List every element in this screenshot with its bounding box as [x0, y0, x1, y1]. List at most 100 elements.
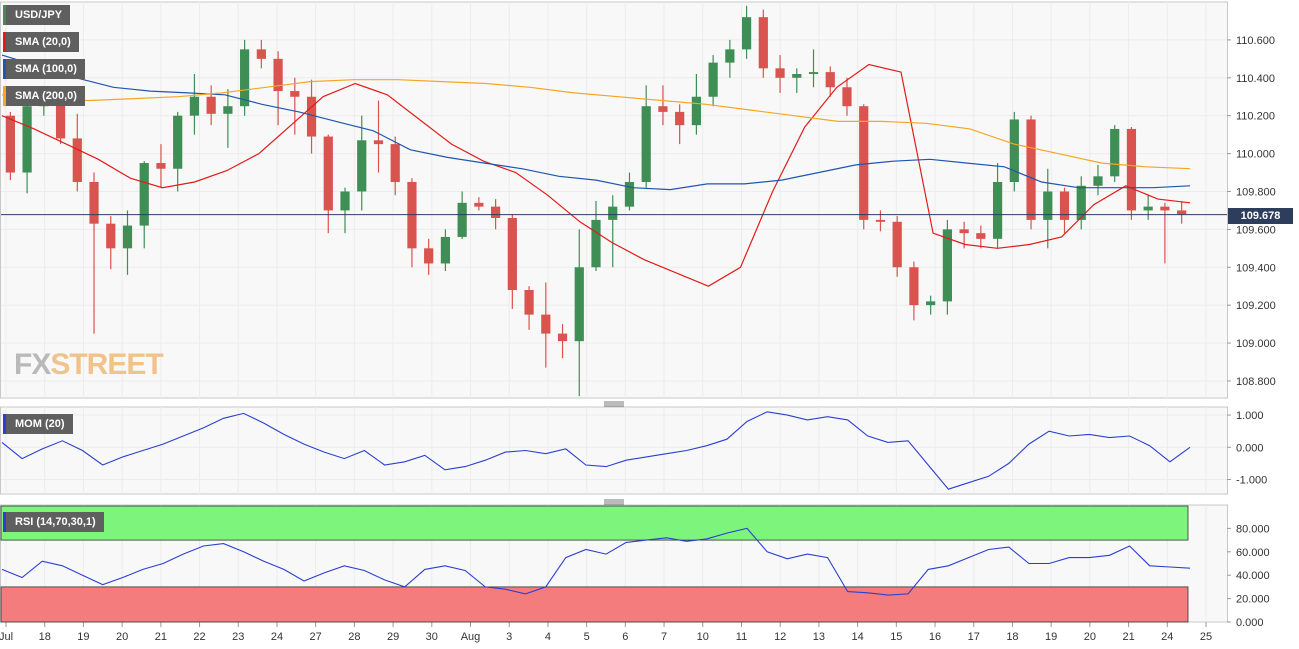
- candle-body: [440, 236, 451, 264]
- x-tick-label: 11: [736, 631, 747, 643]
- candle: [725, 39, 735, 78]
- candle-body: [775, 68, 785, 78]
- candle: [792, 68, 802, 93]
- candle: [909, 261, 919, 321]
- candle: [875, 210, 886, 232]
- candle-body: [892, 221, 902, 268]
- x-tick-label: 20: [1084, 631, 1096, 643]
- x-tick-label: 18: [39, 631, 51, 643]
- mom-line: [1, 411, 1191, 490]
- price-tick-label: 109.800: [1236, 186, 1276, 198]
- candle-body: [942, 229, 952, 302]
- candle: [758, 9, 768, 78]
- sma200-tag[interactable]: SMA (200,0): [3, 86, 85, 106]
- panel-1-frame: [0, 406, 1228, 495]
- candle-body: [390, 144, 400, 182]
- candle: [22, 100, 32, 194]
- candle-body: [106, 223, 116, 249]
- candle-body: [189, 96, 200, 116]
- candle: [440, 229, 451, 272]
- candle-body: [457, 202, 467, 237]
- candle-body: [708, 62, 718, 97]
- candle: [557, 324, 568, 359]
- candle: [1160, 202, 1170, 264]
- sma20-tag[interactable]: SMA (20,0): [3, 32, 79, 52]
- price-tick-label: 110.200: [1236, 111, 1275, 123]
- candle-body: [1059, 191, 1070, 220]
- candle: [992, 163, 1003, 249]
- candle: [390, 136, 400, 196]
- candle-body: [173, 115, 183, 169]
- x-tick-label: 7: [661, 631, 667, 643]
- candle-body: [808, 72, 819, 74]
- candle-body: [323, 136, 333, 211]
- candle-body: [992, 182, 1003, 239]
- candle-body: [859, 106, 869, 220]
- price-tick-label: 108.800: [1236, 376, 1276, 388]
- symbol-tag[interactable]: USD/JPY: [3, 5, 71, 25]
- candle-body: [557, 333, 568, 342]
- mom-tag[interactable]: MOM (20): [3, 414, 73, 434]
- candle: [641, 85, 651, 188]
- candle-body: [959, 229, 969, 234]
- candle: [457, 191, 467, 239]
- candle-body: [206, 96, 216, 114]
- sma200-label: SMA (200,0): [15, 90, 77, 102]
- candle-body: [909, 267, 919, 306]
- x-tick-label: 21: [155, 631, 167, 643]
- candle-body: [842, 87, 852, 107]
- candle: [658, 85, 668, 126]
- candle: [424, 238, 434, 275]
- symbol-label: USD/JPY: [15, 9, 63, 21]
- candle-body: [1110, 128, 1120, 177]
- sma-line-2: [1, 79, 1191, 170]
- candle: [574, 229, 584, 397]
- candle-body: [1076, 185, 1086, 220]
- candle: [675, 104, 685, 145]
- candle: [541, 282, 551, 368]
- candle-body: [72, 138, 82, 182]
- candle-body: [306, 96, 317, 137]
- rsi-tag[interactable]: RSI (14,70,30,1): [3, 512, 104, 532]
- mom-tick-label: 0.000: [1236, 442, 1264, 454]
- pane-resize-handle-1[interactable]: [604, 499, 624, 505]
- mom-tick-label: 1.000: [1236, 410, 1264, 422]
- candle: [859, 104, 869, 230]
- rsi-swatch: [3, 512, 6, 532]
- candle-body: [658, 106, 668, 112]
- candle: [608, 195, 618, 268]
- candle-body: [591, 219, 601, 268]
- candle: [1009, 111, 1019, 192]
- candle: [1143, 195, 1153, 220]
- candle: [976, 225, 986, 249]
- candle-body: [541, 314, 551, 334]
- x-tick-label: 4: [545, 631, 551, 643]
- candle-body: [122, 225, 133, 249]
- candle-body: [22, 106, 32, 173]
- candle-body: [1160, 206, 1170, 211]
- mom-tick-label: -1.000: [1236, 475, 1267, 487]
- candle-body: [273, 58, 283, 92]
- candle: [340, 187, 350, 234]
- candle: [1059, 187, 1070, 234]
- candle: [1043, 168, 1053, 249]
- candle: [892, 216, 902, 277]
- x-tick-label: 12: [774, 631, 786, 643]
- pane-resize-handle-0[interactable]: [604, 401, 624, 407]
- sma100-swatch: [3, 59, 6, 79]
- candle: [89, 172, 99, 334]
- candle-body: [357, 140, 367, 192]
- price-tick-label: 109.400: [1236, 262, 1276, 274]
- candle-body: [524, 290, 534, 315]
- rsi-line: [1, 527, 1191, 596]
- candle-body: [691, 96, 701, 126]
- candle-body: [675, 111, 685, 126]
- sma-line-0: [1, 63, 1191, 287]
- candle: [1177, 200, 1187, 224]
- logo-street: STREET: [50, 348, 163, 381]
- sma100-tag[interactable]: SMA (100,0): [3, 59, 85, 79]
- x-tick-label: 24: [271, 631, 283, 643]
- rsi-tick-label: 60.000: [1236, 547, 1270, 559]
- x-tick-label: 20: [116, 631, 128, 643]
